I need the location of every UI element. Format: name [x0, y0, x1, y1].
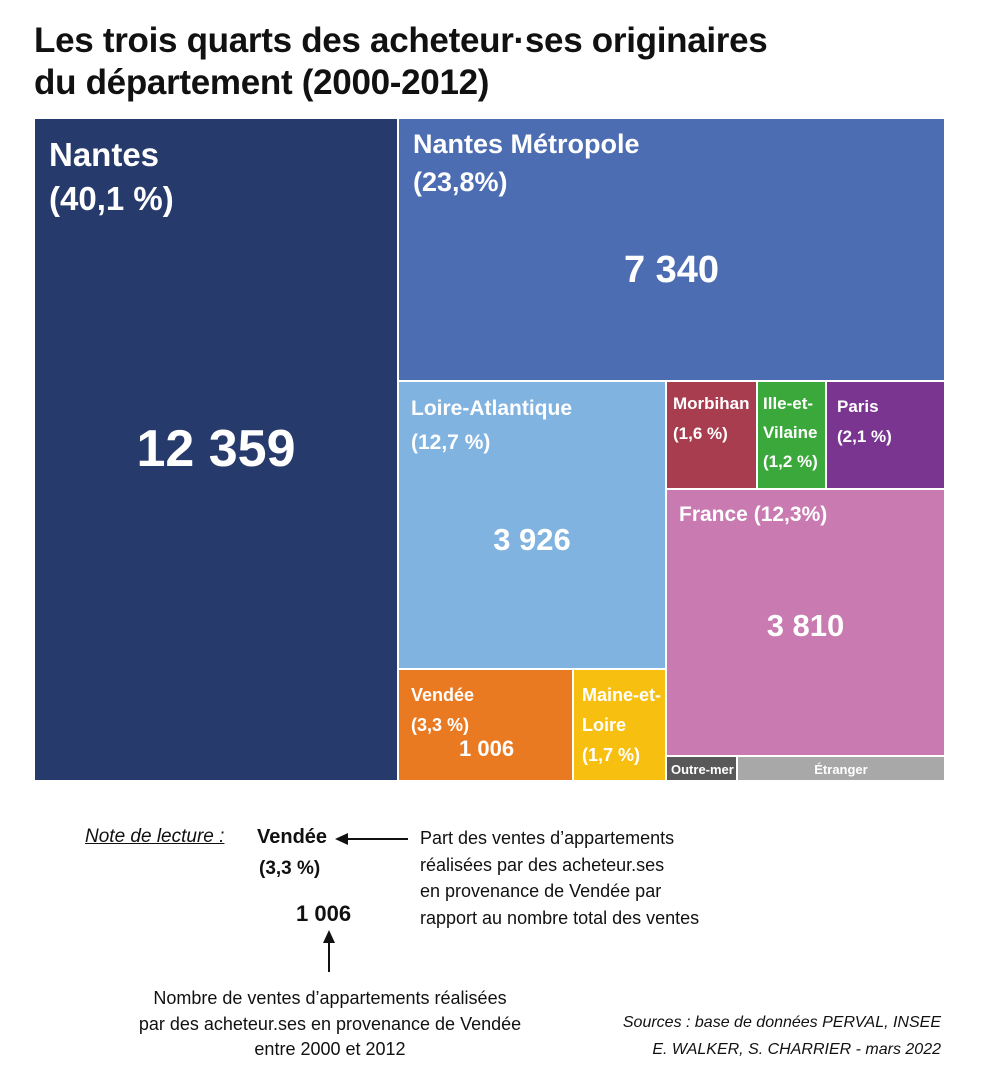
note-bottom-line: entre 2000 et 2012	[254, 1039, 406, 1059]
treemap-cell-label: France (12,3%)	[679, 503, 828, 526]
note-right-line: réalisées par des acheteur.ses	[420, 854, 665, 875]
treemap-cell-maine-et-loire: Maine-et- Loire (1,7 %)	[572, 668, 667, 782]
treemap-cell-loire-atlantique: Loire-Atlantique (12,7 %) 3 926	[397, 380, 667, 670]
arrow-left-icon	[335, 833, 408, 845]
note-example-value: 1 006	[296, 901, 352, 926]
treemap-cell-ille-et-vilaine: Ille-et- Vilaine (1,2 %)	[756, 380, 827, 490]
note-bottom-line: par des acheteur.ses en provenance de Ve…	[138, 1013, 522, 1034]
note-right-text: Part des ventes d’appartements réalisées…	[420, 825, 699, 931]
chart-title-line-2: du département (2000-2012)	[34, 63, 490, 102]
note-example-name: Vendée	[257, 826, 328, 848]
treemap-cell-value: 12 359	[136, 420, 296, 478]
arrow-up-icon	[323, 930, 335, 972]
sources-line-2: E. WALKER, S. CHARRIER - mars 2022	[652, 1041, 941, 1058]
treemap-cell-label: Vendée (3,3 %)	[411, 685, 475, 735]
treemap-cell-label: Ille-et- Vilaine (1,2 %)	[763, 394, 818, 471]
treemap-cell-paris: Paris (2,1 %)	[825, 380, 946, 490]
treemap-cell-label: Nantes (40,1 %)	[49, 136, 174, 217]
note-right-line: en provenance de Vendée par	[420, 881, 662, 901]
treemap-cell-vendée: Vendée (3,3 %) 1 006	[397, 668, 574, 782]
treemap-cell-france: France (12,3%) 3 810	[665, 488, 946, 757]
treemap-cell-outre-mer: Outre-mer	[665, 755, 738, 782]
treemap-cell-étranger: Étranger	[736, 755, 946, 782]
treemap-cell-label: Nantes Métropole (23,8%)	[413, 129, 640, 197]
treemap-cell-label: Maine-et- Loire (1,7 %)	[582, 685, 662, 765]
note-bottom-text: Nombre de ventes d’appartements réalisée…	[130, 986, 530, 1063]
treemap-cell-nantes-métropole: Nantes Métropole (23,8%) 7 340	[397, 117, 946, 382]
note-right-line: Part des ventes d’appartements	[420, 828, 675, 848]
treemap-cell-value: 7 340	[623, 249, 720, 291]
treemap-cell-value: 3 810	[766, 608, 845, 643]
note-right-line: rapport au nombre total des ventes	[420, 907, 700, 928]
chart-title-line-1: Les trois quarts des acheteur·ses origin…	[34, 21, 768, 60]
sources-line-1: Sources : base de données PERVAL, INSEE	[622, 1014, 941, 1031]
note-example-pct: (3,3 %)	[259, 858, 321, 879]
treemap-cell-label: Morbihan (1,6 %)	[673, 394, 750, 443]
treemap-cell-value: 3 926	[493, 522, 571, 557]
treemap-cell-label: Outre-mer	[671, 762, 734, 777]
treemap-cell-label: Paris (2,1 %)	[837, 397, 892, 446]
treemap-cell-label: Étranger	[814, 762, 868, 777]
treemap-cell-label: Loire-Atlantique (12,7 %)	[411, 397, 572, 454]
note-bottom-line: Nombre de ventes d’appartements réalisée…	[153, 988, 507, 1008]
chart-title: Les trois quarts des acheteur·ses origin…	[34, 20, 954, 104]
note-heading: Note de lecture :	[85, 826, 225, 847]
treemap-cell-morbihan: Morbihan (1,6 %)	[665, 380, 758, 490]
treemap-cell-value: 1 006	[459, 736, 515, 761]
treemap-cell-nantes: Nantes (40,1 %) 12 359	[33, 117, 399, 782]
